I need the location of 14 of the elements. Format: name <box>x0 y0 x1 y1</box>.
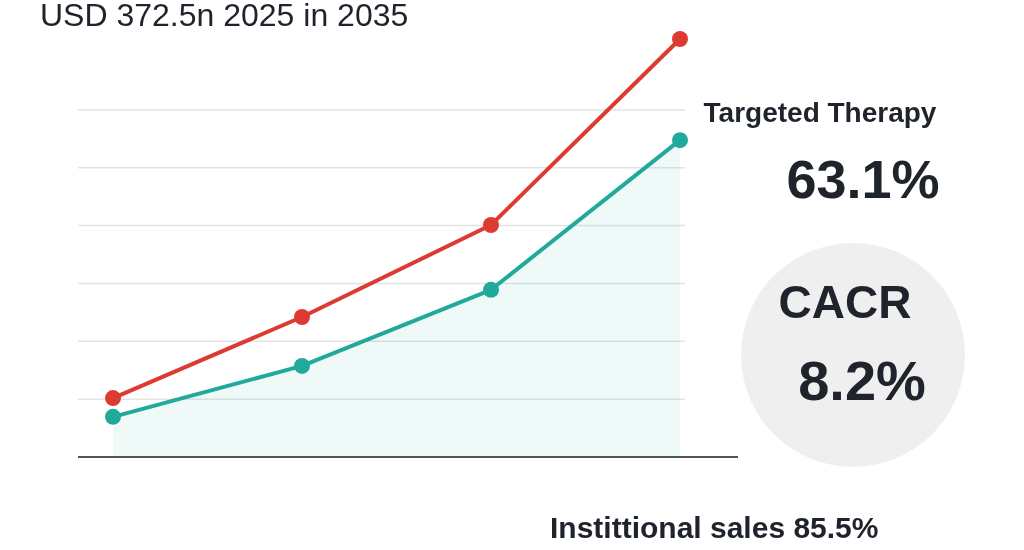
text: 8.2% <box>798 349 926 412</box>
point <box>294 308 310 325</box>
point <box>105 408 121 425</box>
chart-title: USD 372.5n 2025 in 2035 <box>40 0 409 33</box>
point <box>105 390 121 407</box>
text: 63.1% <box>786 149 940 209</box>
text: Instittional sales 85.5% <box>550 511 879 544</box>
point <box>672 31 688 47</box>
point <box>672 132 688 149</box>
text: Targeted Therapy <box>703 97 937 128</box>
point <box>294 357 310 374</box>
text: CACR <box>778 276 912 328</box>
point <box>483 281 499 298</box>
point <box>483 217 499 234</box>
